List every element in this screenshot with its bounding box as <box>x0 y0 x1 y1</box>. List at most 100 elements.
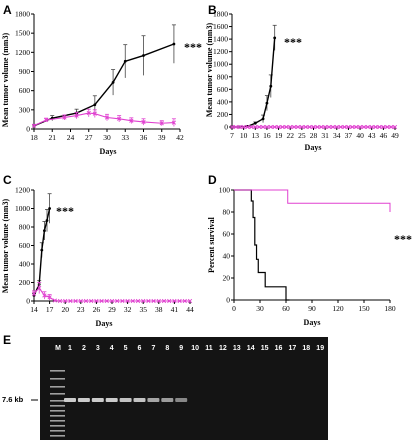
panel-c-treated-point <box>115 298 120 304</box>
gel-lane-label: 9 <box>179 345 183 352</box>
gel-band <box>64 398 76 402</box>
panel-a-x-tick-label: 27 <box>85 133 93 142</box>
panel-b-y-tick-label: 1200 <box>213 47 228 56</box>
gel-marker-band <box>50 386 65 388</box>
panel-c-y-tick-label: 400 <box>19 260 31 269</box>
gel-size-label: 7.6 kb <box>2 395 24 404</box>
panel-a: A Mean tumor volume (mm3) Days *** 0 300 6… <box>1 3 202 156</box>
panel-d-ylabel: Percent survival <box>207 216 216 272</box>
gel-marker-band <box>50 378 65 380</box>
panel-a-y-tick-label: 1200 <box>15 48 30 57</box>
panel-a-treated-point <box>44 117 49 123</box>
panel-c-treated-point <box>109 298 115 304</box>
panel-b-treated-point <box>264 124 270 130</box>
panel-b-plot: 0 200 400 600 800 1000 1200 1400 1600 1800 7 10 13 16… <box>213 10 399 141</box>
panel-c-x-tick-label: 17 <box>46 305 54 314</box>
panel-b-control-point <box>269 84 273 88</box>
panel-c-treated-point <box>130 298 135 304</box>
gel-lane-label: 19 <box>316 345 324 352</box>
panel-b-treated-point <box>354 124 359 130</box>
panel-d-significance: *** <box>394 232 412 246</box>
panel-b-treated-point <box>323 124 328 130</box>
panel-b-x-tick-label: 28 <box>310 131 318 140</box>
panel-c-y-tick-label: 1000 <box>15 204 30 213</box>
panel-c-treated-point <box>151 298 156 304</box>
gel-marker-label: M <box>55 345 61 352</box>
panel-b-x-tick-label: 10 <box>240 131 248 140</box>
gel-lane-label: 15 <box>261 345 269 352</box>
panel-a-ylabel: Mean tumor volume (mm3) <box>1 33 10 128</box>
gel-lane-label: 8 <box>165 345 169 352</box>
gel-lane-label: 3 <box>96 345 100 352</box>
panel-b-y-tick-label: 200 <box>217 110 229 119</box>
panel-b-treated-point <box>361 124 367 130</box>
panel-c-treated-point <box>57 298 63 304</box>
panel-b-x-tick-label: 19 <box>275 131 283 140</box>
gel-lane-label: 12 <box>219 345 227 352</box>
panel-c-x-tick-label: 41 <box>171 305 179 314</box>
panel-c-treated-point <box>47 295 52 300</box>
panel-b-treated-point <box>342 124 347 130</box>
panel-d-treated-survival-curve <box>234 189 391 212</box>
panel-b-treated-point <box>373 124 378 130</box>
panel-c-treated-point <box>89 298 94 304</box>
panel-c-control-point <box>43 229 46 233</box>
gel-lane-label: 16 <box>275 345 283 352</box>
gel-image <box>40 337 328 440</box>
panel-c-significance: *** <box>56 204 74 218</box>
gel-lane-label: 2 <box>82 345 86 352</box>
panel-d-x-tick-label: 0 <box>232 304 236 313</box>
panel-b-xlabel: Days <box>305 143 322 152</box>
panel-a-control-point <box>172 42 176 46</box>
panel-b-treated-point <box>303 124 308 130</box>
panel-b-y-tick-label: 1400 <box>213 35 228 44</box>
panel-c-treated-point <box>141 298 146 304</box>
panel-d-y-tick-label: 40 <box>223 252 231 261</box>
panel-b-treated-point <box>330 124 336 130</box>
panel-a-y-tick-label: 0 <box>26 125 30 134</box>
panel-c-y-tick-label: 1200 <box>15 186 30 195</box>
panel-a-control-point <box>111 80 115 84</box>
panel-c-x-tick-label: 44 <box>186 305 194 314</box>
gel-band <box>91 398 104 402</box>
panel-b-treated-point <box>307 124 312 130</box>
gel-band <box>105 398 118 402</box>
panel-b-ylabel: Mean tumor volume (mm3) <box>205 23 214 118</box>
panel-c-ylabel: Mean tumor volume (mm3) <box>1 199 10 294</box>
panel-d-y-tick-label: 20 <box>223 274 231 283</box>
panel-b-x-tick-label: 34 <box>333 131 341 140</box>
panel-c-control-point <box>45 219 49 222</box>
panel-a-x-tick-label: 36 <box>140 133 148 142</box>
panel-b-treated-point <box>377 124 382 130</box>
panel-c-x-tick-label: 32 <box>124 305 132 314</box>
panel-c-treated-point <box>172 298 177 304</box>
panel-b-x-tick-label: 37 <box>345 131 353 140</box>
panel-a-x-tick-label: 30 <box>103 133 111 142</box>
panel-a-x-tick-label: 18 <box>30 133 38 142</box>
panel-c-control-point <box>48 207 51 210</box>
panel-c-x-tick-label: 14 <box>30 305 38 314</box>
panel-c-treated-point <box>146 298 151 304</box>
gel-lane-label: 6 <box>138 345 142 352</box>
panel-b-treated-point <box>257 124 262 130</box>
gel-marker-band <box>50 405 65 407</box>
panel-c-treated-point <box>187 298 193 304</box>
panel-b-treated-point <box>319 124 324 130</box>
panel-b-treated-point <box>315 124 320 130</box>
panel-c: C Mean tumor volume (mm3) Days *** 0 200 4… <box>1 173 194 328</box>
panel-a-treated-point <box>159 121 164 126</box>
panel-b-treated-point <box>241 124 246 130</box>
panel-b-control-point <box>273 36 277 40</box>
panel-a-treated-point <box>129 118 134 123</box>
panel-b-y-tick-label: 1800 <box>213 10 228 19</box>
panel-a-y-tick-label: 900 <box>19 67 31 76</box>
panel-c-treated-point <box>94 298 99 304</box>
panel-d-x-tick-label: 150 <box>358 304 370 313</box>
gel-band <box>119 398 132 402</box>
panel-c-treated-point <box>83 298 89 304</box>
panel-c-treated-point <box>99 298 104 304</box>
gel-lane-label: 5 <box>124 345 128 352</box>
panel-b-treated-point <box>233 124 238 130</box>
panel-b-treated-point <box>338 124 343 130</box>
gel-lane-label: 18 <box>302 345 310 352</box>
